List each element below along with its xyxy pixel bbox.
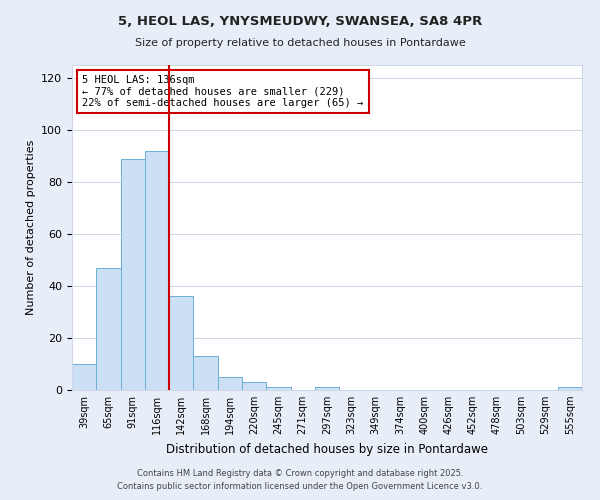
X-axis label: Distribution of detached houses by size in Pontardawe: Distribution of detached houses by size … xyxy=(166,442,488,456)
Text: 5 HEOL LAS: 136sqm
← 77% of detached houses are smaller (229)
22% of semi-detach: 5 HEOL LAS: 136sqm ← 77% of detached hou… xyxy=(82,74,364,108)
Bar xyxy=(266,388,290,390)
Bar xyxy=(72,364,96,390)
Bar xyxy=(558,388,582,390)
Text: Size of property relative to detached houses in Pontardawe: Size of property relative to detached ho… xyxy=(134,38,466,48)
Bar xyxy=(145,151,169,390)
Bar xyxy=(315,388,339,390)
Bar xyxy=(242,382,266,390)
Bar xyxy=(121,158,145,390)
Bar xyxy=(218,377,242,390)
Bar xyxy=(193,356,218,390)
Text: Contains public sector information licensed under the Open Government Licence v3: Contains public sector information licen… xyxy=(118,482,482,491)
Bar xyxy=(169,296,193,390)
Text: 5, HEOL LAS, YNYSMEUDWY, SWANSEA, SA8 4PR: 5, HEOL LAS, YNYSMEUDWY, SWANSEA, SA8 4P… xyxy=(118,15,482,28)
Y-axis label: Number of detached properties: Number of detached properties xyxy=(26,140,35,315)
Bar xyxy=(96,268,121,390)
Text: Contains HM Land Registry data © Crown copyright and database right 2025.: Contains HM Land Registry data © Crown c… xyxy=(137,468,463,477)
